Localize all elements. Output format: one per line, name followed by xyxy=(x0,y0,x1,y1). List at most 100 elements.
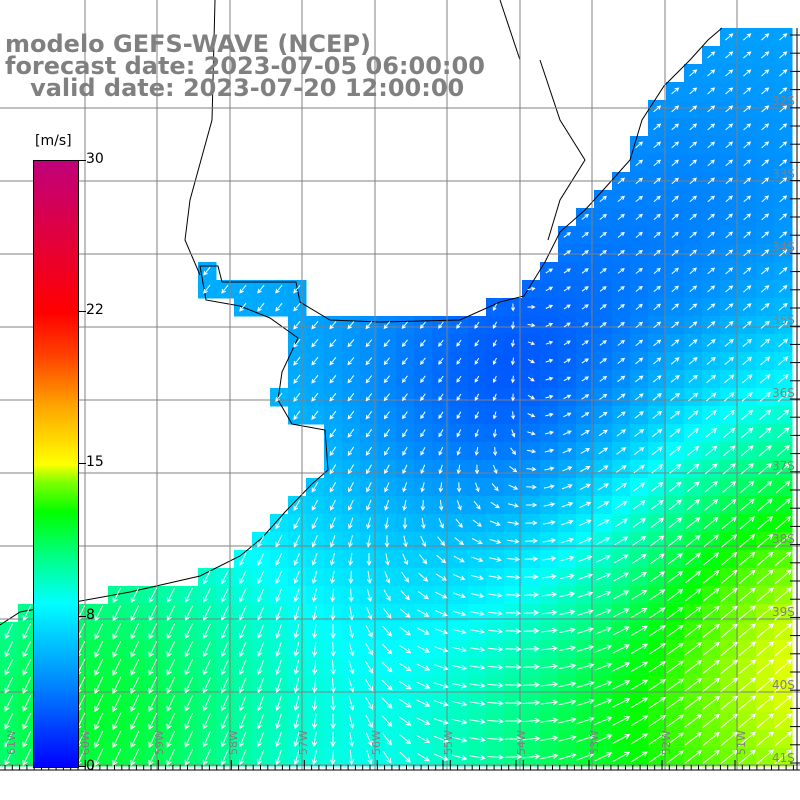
wind-arrow xyxy=(598,465,609,473)
wind-arrow xyxy=(402,411,408,420)
latitude-label: 40S xyxy=(772,678,795,692)
wind-arrow xyxy=(630,715,649,727)
wind-arrow xyxy=(635,231,643,238)
wind-arrow xyxy=(688,392,699,402)
wind-arrow xyxy=(779,231,788,239)
wind-arrow xyxy=(348,588,354,603)
wind-arrow xyxy=(416,752,430,762)
wind-arrow xyxy=(384,482,390,493)
wind-arrow xyxy=(563,394,572,400)
wind-arrow xyxy=(761,123,770,131)
wind-arrow xyxy=(631,607,648,619)
wind-arrow xyxy=(469,700,486,707)
wind-arrow xyxy=(725,141,734,149)
wind-arrow xyxy=(545,412,554,417)
wind-arrow xyxy=(420,446,426,456)
wind-arrow xyxy=(275,659,282,675)
longitude-label: 60W xyxy=(79,730,92,755)
wind-arrow xyxy=(166,694,176,712)
wind-arrow xyxy=(220,623,229,639)
wind-arrow xyxy=(652,428,663,438)
wind-arrow xyxy=(632,518,646,528)
wind-arrow xyxy=(383,393,390,402)
wind-arrow xyxy=(202,749,211,766)
wind-arrow xyxy=(311,535,318,548)
wind-arrow xyxy=(633,464,645,474)
wind-arrow xyxy=(563,304,571,310)
wind-arrow xyxy=(438,518,444,529)
wind-arrow xyxy=(451,736,468,743)
wind-arrow xyxy=(524,574,539,580)
wind-arrow xyxy=(419,357,426,365)
wind-arrow xyxy=(506,574,521,580)
wind-arrow xyxy=(526,466,537,472)
wind-arrow xyxy=(329,446,337,457)
wind-arrow xyxy=(293,284,301,294)
wind-arrow xyxy=(275,624,282,639)
wind-arrow xyxy=(580,448,591,454)
wind-arrow xyxy=(311,588,317,603)
wind-arrow xyxy=(761,177,770,185)
wind-arrow xyxy=(220,659,229,676)
wind-arrow xyxy=(703,570,720,584)
wind-arrow xyxy=(702,731,720,746)
wind-arrow xyxy=(725,159,734,167)
longitude-label: 58W xyxy=(227,730,240,755)
wind-arrow xyxy=(617,375,626,383)
wind-arrow xyxy=(707,123,716,131)
wind-arrow xyxy=(541,591,558,598)
wind-arrow xyxy=(384,464,390,475)
wind-arrow xyxy=(94,623,104,640)
wind-arrow xyxy=(311,356,319,366)
wind-arrow xyxy=(702,695,721,710)
wind-arrow xyxy=(669,428,681,438)
wind-arrow xyxy=(202,605,211,621)
wind-arrow xyxy=(365,714,373,729)
wind-arrow xyxy=(685,517,701,529)
wind-arrow xyxy=(94,658,104,676)
wind-arrow xyxy=(202,677,211,694)
wind-arrow xyxy=(630,733,649,745)
wind-arrow xyxy=(725,195,733,203)
wind-arrow xyxy=(330,749,336,766)
wind-arrow xyxy=(525,502,538,508)
wind-arrow xyxy=(561,501,574,508)
wind-arrow xyxy=(671,339,680,347)
wind-arrow xyxy=(613,590,630,600)
wind-arrow xyxy=(774,623,793,639)
wind-arrow xyxy=(595,590,612,599)
colorbar-unit: [m/s] xyxy=(35,133,72,149)
wind-arrow xyxy=(311,695,318,712)
wind-arrow xyxy=(487,700,504,707)
wind-arrow xyxy=(540,735,559,741)
wind-arrow xyxy=(720,641,739,657)
wind-arrow xyxy=(527,358,535,364)
wind-arrow xyxy=(756,641,775,657)
wind-arrow xyxy=(761,213,770,221)
wind-arrow xyxy=(130,587,140,604)
wind-arrow xyxy=(166,587,175,603)
wind-arrow xyxy=(492,429,497,438)
wind-arrow xyxy=(558,681,577,688)
wind-arrow xyxy=(702,641,720,656)
wind-arrow xyxy=(580,430,590,436)
wind-arrow xyxy=(402,499,407,512)
wind-arrow xyxy=(527,304,536,310)
wind-arrow xyxy=(560,537,575,544)
wind-arrow xyxy=(775,498,791,512)
wind-arrow xyxy=(723,392,735,402)
wind-arrow xyxy=(707,231,715,239)
wind-arrow xyxy=(720,749,738,764)
wind-arrow xyxy=(130,658,140,676)
wind-arrow xyxy=(257,284,265,294)
wind-arrow xyxy=(456,357,462,365)
wind-arrow xyxy=(522,717,541,724)
wind-arrow xyxy=(687,445,700,456)
wind-arrow xyxy=(527,323,536,328)
wind-arrow xyxy=(653,123,662,131)
wind-arrow xyxy=(689,177,697,185)
wind-arrow xyxy=(365,428,373,438)
wind-arrow xyxy=(779,195,788,203)
wind-arrow xyxy=(612,734,631,744)
